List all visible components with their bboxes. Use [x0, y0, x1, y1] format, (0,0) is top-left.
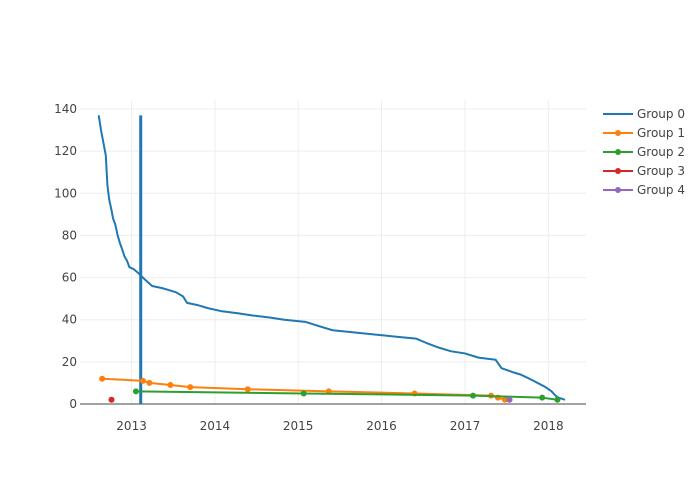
x-tick-label: 2015	[283, 419, 314, 433]
data-point[interactable]	[146, 379, 153, 386]
data-point[interactable]	[244, 386, 251, 393]
x-tick-label: 2018	[533, 419, 564, 433]
data-point[interactable]	[187, 384, 194, 391]
y-tick-label: 20	[62, 355, 77, 369]
grid-layer	[80, 100, 586, 404]
legend-label: Group 1	[637, 126, 685, 140]
series-line	[102, 377, 506, 401]
y-tick-label: 80	[62, 228, 77, 242]
legend-marker	[615, 187, 621, 193]
y-tick-label: 60	[62, 271, 77, 285]
legend-marker	[615, 168, 621, 174]
axis-layer: 0 20 40 60 80 100 120 140 2013 2014 2015 2016 2017 20…	[54, 102, 586, 433]
x-tick-label: 2013	[116, 419, 147, 433]
series-1	[99, 375, 508, 403]
series-4	[506, 396, 513, 403]
legend-marker	[615, 130, 621, 136]
data-point[interactable]	[554, 396, 561, 403]
series-2	[132, 388, 561, 403]
legend-item[interactable]: Group 3	[603, 164, 685, 178]
data-point[interactable]	[108, 396, 115, 403]
data-point[interactable]	[300, 390, 307, 397]
series-3	[108, 396, 115, 403]
data-point[interactable]	[132, 388, 139, 395]
y-tick-label: 40	[62, 313, 77, 327]
data-point[interactable]	[167, 382, 174, 389]
data-point[interactable]	[139, 377, 146, 384]
legend-marker	[615, 149, 621, 155]
data-point[interactable]	[506, 396, 513, 403]
series-layer	[97, 115, 566, 404]
y-tick-label: 120	[54, 144, 77, 158]
legend[interactable]: Group 0 Group 1 Group 2 Group 3 Group 4	[603, 107, 685, 197]
x-tick-label: 2017	[450, 419, 481, 433]
y-tick-label: 100	[54, 186, 77, 200]
x-tick-label: 2014	[200, 419, 231, 433]
y-tick-label: 140	[54, 102, 77, 116]
legend-label: Group 0	[637, 107, 685, 121]
legend-label: Group 4	[637, 183, 685, 197]
legend-item[interactable]: Group 4	[603, 183, 685, 197]
data-point[interactable]	[99, 375, 106, 382]
data-point[interactable]	[539, 394, 546, 401]
legend-label: Group 3	[637, 164, 685, 178]
legend-label: Group 2	[637, 145, 685, 159]
series-line	[97, 115, 566, 401]
series-0	[97, 115, 566, 401]
data-point[interactable]	[470, 392, 477, 399]
data-point[interactable]	[501, 396, 508, 403]
legend-item[interactable]: Group 1	[603, 126, 685, 140]
legend-item[interactable]: Group 0	[603, 107, 685, 121]
legend-item[interactable]: Group 2	[603, 145, 685, 159]
x-tick-label: 2016	[366, 419, 397, 433]
y-tick-label: 0	[69, 397, 77, 411]
